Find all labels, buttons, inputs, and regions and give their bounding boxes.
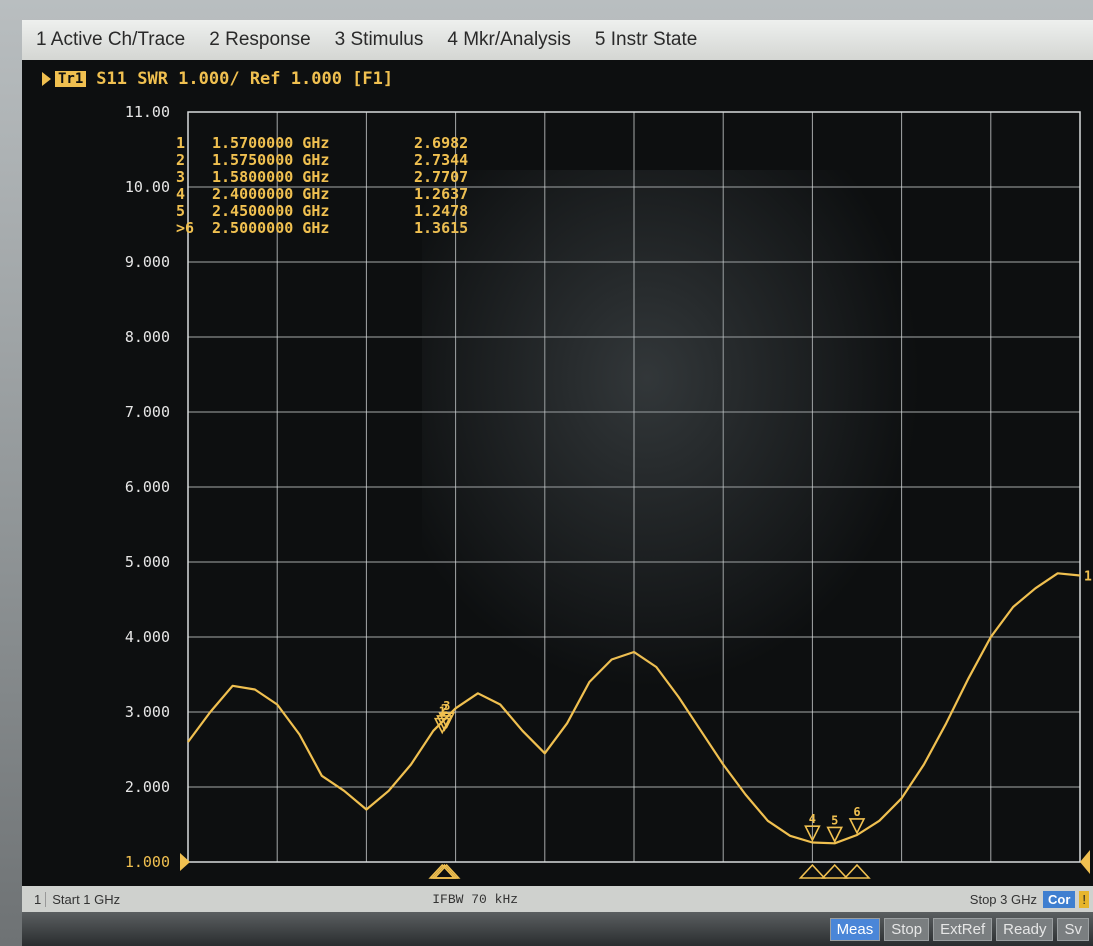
ready-chip: Ready: [996, 917, 1054, 941]
axis-marker-icon: [843, 863, 871, 879]
marker-triangle-icon: [848, 818, 866, 835]
y-tick-label: 5.000: [125, 553, 170, 571]
marker-readout-value: 2.6982: [414, 134, 468, 152]
extref-chip: ExtRef: [933, 917, 993, 941]
y-tick-label: 2.000: [125, 778, 170, 796]
marker-triangle-icon: [826, 826, 843, 844]
marker-readout-frequency: 2.4500000 GHz: [212, 202, 329, 220]
instrument-status-bar: Meas Stop ExtRef Ready Sv: [22, 912, 1093, 946]
y-tick-label: 10.00: [125, 178, 170, 196]
marker-readout-index: 2: [176, 151, 185, 169]
swr-trace-line: [187, 572, 1081, 845]
marker-readout-index: >6: [176, 219, 194, 237]
swr-plot: 11.00 10.00 9.000 8.000 7.000 6.000 5.000 4.000…: [125, 103, 1092, 879]
sv-chip: Sv: [1057, 917, 1089, 941]
start-frequency[interactable]: Start 1 GHz: [52, 891, 121, 907]
menu-active-ch-trace[interactable]: 1 Active Ch/Trace: [36, 29, 186, 50]
stop-chip: Stop: [884, 917, 930, 941]
ifbw-readout[interactable]: IFBW 70 kHz: [432, 891, 519, 907]
marker-readout-value: 1.2637: [414, 185, 468, 203]
marker-readout-value: 1.3615: [414, 219, 468, 237]
y-tick-label: 7.000: [125, 403, 170, 421]
axis-marker-icon: [798, 863, 827, 879]
axis-marker-icon: [432, 863, 461, 879]
marker-label: 3: [443, 699, 450, 713]
marker-readout-value: 2.7344: [414, 151, 468, 169]
reference-right-arrow-icon: [1080, 850, 1090, 874]
axis-marker-icon: [820, 863, 849, 879]
trace-header-text: S11 SWR 1.000/ Ref 1.000 [F1]: [96, 69, 394, 89]
marker-readout-index: 5: [176, 202, 185, 220]
y-tick-label: 8.000: [125, 328, 170, 346]
channel-status-bar: 1 Start 1 GHz IFBW 70 kHz Stop 3 GHz Cor…: [22, 886, 1093, 912]
menu-stimulus[interactable]: 3 Stimulus: [334, 29, 424, 50]
trace-tag[interactable]: Tr1: [55, 71, 87, 87]
marker-readout-frequency: 1.5750000 GHz: [212, 151, 329, 169]
y-tick-label: 4.000: [125, 628, 170, 646]
marker-readout-frequency: 1.5800000 GHz: [212, 168, 329, 186]
y-tick-label: 6.000: [125, 478, 170, 496]
marker-triangle-icon: [438, 712, 455, 729]
marker-label: 6: [853, 805, 860, 819]
marker-readout-index: 4: [176, 185, 185, 203]
active-trace-arrow-icon: [42, 72, 51, 86]
marker-triangle-icon: [804, 825, 821, 843]
trace-header: Tr1 S11 SWR 1.000/ Ref 1.000 [F1]: [42, 66, 393, 92]
marker-readout-index: 3: [176, 168, 185, 186]
menu-instr-state[interactable]: 5 Instr State: [594, 29, 698, 50]
menu-response[interactable]: 2 Response: [209, 29, 311, 50]
marker-readout-value: 1.2478: [414, 202, 468, 220]
y-tick-label: 3.000: [125, 703, 170, 721]
vna-screen: 1 Active Ch/Trace 2 Response 3 Stimulus …: [22, 20, 1093, 946]
marker-readout-frequency: 2.5000000 GHz: [212, 219, 329, 237]
marker-label: 2: [441, 702, 448, 716]
correction-badge: Cor: [1042, 890, 1076, 908]
softkey-menu-bar: 1 Active Ch/Trace 2 Response 3 Stimulus …: [22, 20, 1093, 60]
stop-frequency[interactable]: Stop 3 GHz: [969, 891, 1037, 907]
marker-label: 4: [809, 812, 816, 826]
marker-readout-frequency: 1.5700000 GHz: [212, 134, 329, 152]
marker-readout-frequency: 2.4000000 GHz: [212, 185, 329, 203]
reference-left-arrow-icon: [180, 853, 190, 871]
marker-readout-index: 1: [176, 134, 185, 152]
y-tick-label: 1.000: [125, 853, 170, 871]
y-tick-label: 9.000: [125, 253, 170, 271]
channel-number[interactable]: 1: [30, 891, 47, 907]
warning-badge: !: [1079, 890, 1089, 908]
marker-label: 5: [831, 813, 838, 827]
y-tick-label: 11.00: [125, 103, 170, 121]
marker-label: 1: [439, 705, 446, 719]
meas-chip: Meas: [829, 917, 881, 941]
marker-readout-value: 2.7707: [414, 168, 468, 186]
trace-end-label: 1: [1084, 570, 1092, 585]
menu-mkr-analysis[interactable]: 4 Mkr/Analysis: [447, 29, 571, 50]
